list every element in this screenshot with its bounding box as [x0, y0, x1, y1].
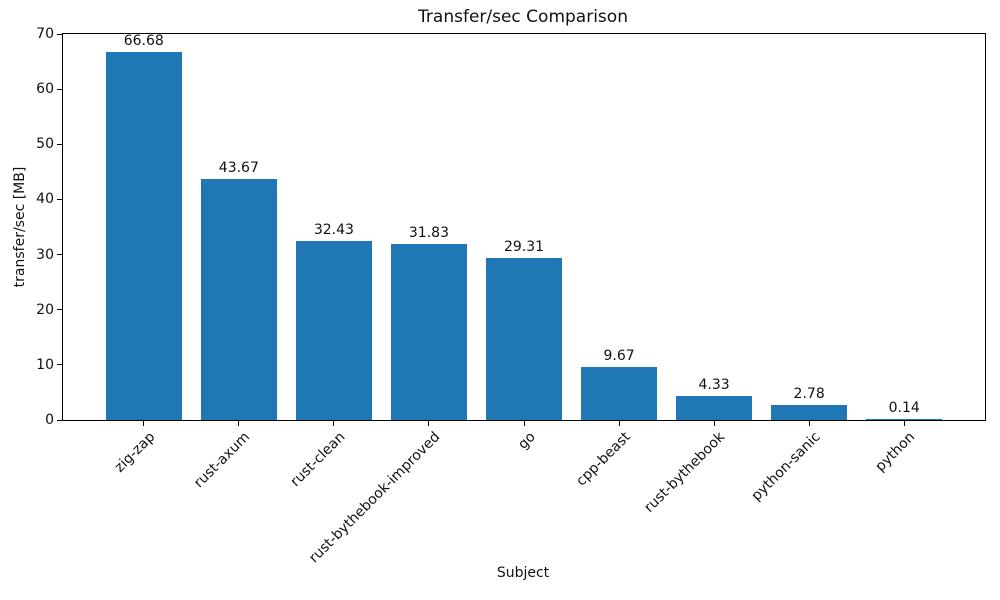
bar-value-label: 31.83 — [408, 225, 449, 241]
plot-area: 0 10 20 30 40 50 60 70 66.68 zig-zap 43.67 rust-axu… — [36, 27, 986, 566]
bar — [390, 244, 467, 420]
bar-value-label: 9.67 — [603, 348, 635, 364]
bar-value-label: 29.31 — [503, 239, 545, 255]
bar-value-label: 43.67 — [218, 160, 259, 176]
y-tick-mark — [57, 88, 62, 90]
x-tick-label: rust-axum — [191, 429, 254, 492]
bar — [200, 179, 277, 420]
y-tick-mark — [57, 364, 62, 366]
chart-title: Transfer/sec Comparison — [418, 7, 628, 27]
bar-value-label: 66.68 — [123, 33, 164, 49]
y-tick-label: 70 — [36, 26, 54, 42]
bar — [771, 405, 848, 420]
x-tick-mark — [523, 421, 525, 426]
x-tick-mark — [713, 421, 715, 426]
y-tick-mark — [57, 198, 62, 200]
bar-value-label: 4.33 — [698, 377, 730, 393]
y-tick-label: 30 — [36, 246, 54, 263]
x-tick-label: go — [514, 429, 539, 453]
x-tick-label: python — [872, 429, 919, 475]
y-tick-mark — [57, 419, 62, 421]
x-tick-label: rust-bythebook — [641, 429, 729, 516]
bar-value-label: 2.78 — [793, 386, 825, 402]
y-tick-mark — [57, 33, 62, 35]
bar — [866, 419, 943, 420]
x-tick-label: zig-zap — [111, 429, 159, 476]
bar-value-label: 0.14 — [888, 400, 920, 416]
x-tick-label: python-sanic — [748, 429, 824, 505]
y-tick-mark — [57, 254, 62, 256]
x-tick-mark — [143, 421, 145, 426]
x-tick-mark — [238, 421, 240, 426]
bar — [581, 367, 658, 420]
y-axis-label: transfer/sec [MB] — [12, 166, 28, 288]
y-tick-label: 0 — [45, 412, 54, 428]
y-tick-label: 10 — [36, 356, 54, 373]
x-tick-mark — [903, 421, 905, 426]
y-tick-label: 20 — [36, 301, 54, 318]
bar — [676, 396, 753, 420]
y-tick-label: 40 — [36, 191, 54, 208]
y-tick-mark — [57, 143, 62, 145]
y-tick-mark — [57, 309, 62, 311]
x-tick-label: rust-clean — [287, 429, 349, 490]
bar — [485, 258, 562, 420]
x-tick-label: cpp-beast — [572, 429, 634, 490]
x-tick-mark — [428, 421, 430, 426]
bar — [105, 52, 182, 420]
x-tick-mark — [333, 421, 335, 426]
x-tick-mark — [808, 421, 810, 426]
bar-value-label: 32.43 — [313, 222, 354, 238]
x-tick-mark — [618, 421, 620, 426]
y-tick-label: 50 — [36, 136, 54, 153]
bar — [295, 241, 372, 420]
y-tick-label: 60 — [36, 81, 54, 98]
x-axis-label: Subject — [496, 565, 550, 581]
